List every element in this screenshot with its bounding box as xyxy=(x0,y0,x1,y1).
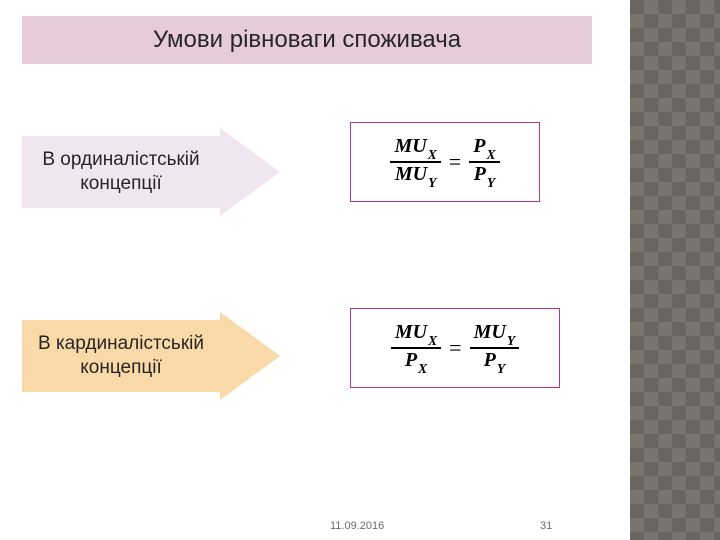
subscript: Y xyxy=(428,175,436,190)
concept-arrow-ordinal: В ординалістській концепції xyxy=(22,128,292,216)
term: MU xyxy=(474,321,506,343)
subscript: Y xyxy=(507,333,515,348)
concept-label-line: В кардиналістській xyxy=(38,332,204,356)
slide-title-bar: Умови рівноваги споживача xyxy=(22,16,592,64)
concept-label-line: В ординалістській xyxy=(42,148,199,172)
side-pattern xyxy=(630,0,720,540)
subscript: X xyxy=(486,147,495,162)
equals-sign: = xyxy=(449,335,461,361)
concept-label-ordinal: В ординалістській концепції xyxy=(22,136,220,208)
subscript: X xyxy=(428,147,437,162)
subscript: X xyxy=(418,361,427,376)
term: MU xyxy=(394,135,426,157)
subscript: Y xyxy=(497,361,505,376)
footer-page-number: 31 xyxy=(540,520,552,532)
term: P xyxy=(484,349,496,371)
concept-label-line: концепції xyxy=(80,356,162,380)
fraction-left: MUX MUY xyxy=(390,135,440,189)
term: P xyxy=(474,163,486,185)
term: MU xyxy=(395,163,427,185)
footer-date: 11.09.2016 xyxy=(330,520,384,532)
arrow-head-icon xyxy=(220,312,280,400)
equals-sign: = xyxy=(449,149,461,175)
subscript: Y xyxy=(487,175,495,190)
formula-cardinal: MUX PX = MUY PY xyxy=(350,308,560,388)
fraction-right: PX PY xyxy=(469,135,499,189)
term: MU xyxy=(395,321,427,343)
fraction-left: MUX PX xyxy=(391,321,441,375)
arrow-head-icon xyxy=(220,128,280,216)
concept-label-line: концепції xyxy=(80,172,162,196)
formula-ordinal: MUX MUY = PX PY xyxy=(350,122,540,202)
term: P xyxy=(473,135,485,157)
term: P xyxy=(405,349,417,371)
concept-label-cardinal: В кардиналістській концепції xyxy=(22,320,220,392)
concept-arrow-cardinal: В кардиналістській концепції xyxy=(22,312,292,400)
slide-title: Умови рівноваги споживача xyxy=(153,26,461,54)
fraction-right: MUY PY xyxy=(470,321,520,375)
subscript: X xyxy=(428,333,437,348)
